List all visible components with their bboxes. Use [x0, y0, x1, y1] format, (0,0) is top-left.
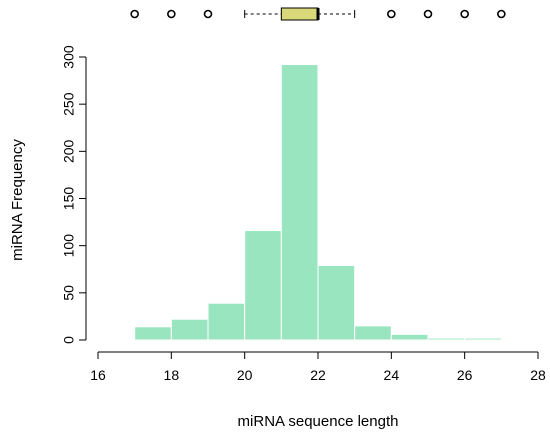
boxplot-outlier [387, 9, 396, 19]
histogram-bar [354, 325, 392, 341]
boxplot-box [280, 7, 319, 21]
y-tick-label: 250 [61, 92, 77, 116]
y-axis-label: miRNA Frequency [9, 139, 26, 261]
histogram-bar [134, 326, 172, 341]
histogram-bar [170, 318, 209, 341]
x-tick-label: 28 [530, 367, 546, 383]
x-axis-label: miRNA sequence length [238, 413, 399, 430]
x-tick-label: 24 [384, 367, 400, 383]
x-tick-label: 20 [237, 367, 253, 383]
boxplot [130, 7, 506, 21]
y-tick-label: 100 [61, 234, 77, 258]
boxplot-outlier [167, 9, 176, 19]
x-tick-label: 16 [90, 367, 106, 383]
histogram-bar [244, 230, 282, 341]
histogram-bar [390, 333, 429, 341]
histogram-bar [207, 302, 246, 341]
x-tick-label: 22 [310, 367, 326, 383]
y-tick-label: 150 [61, 187, 77, 211]
y-axis: 0 50 100 150 200 250 300 [61, 45, 87, 344]
boxplot-outlier [460, 9, 469, 19]
histogram-bar [464, 337, 502, 341]
boxplot-outlier [497, 9, 506, 19]
boxplot-outlier [423, 9, 433, 19]
x-tick-label: 26 [457, 367, 473, 383]
histogram-bar [280, 64, 319, 341]
y-tick-label: 50 [61, 285, 77, 301]
y-tick-label: 0 [61, 336, 77, 344]
y-tick-label: 200 [61, 139, 77, 163]
histogram-bar [427, 337, 466, 341]
x-axis: 16 18 20 22 24 26 28 [90, 351, 546, 383]
histogram-bar [317, 264, 356, 341]
y-tick-label: 300 [61, 45, 77, 69]
histogram-bars [134, 64, 502, 341]
boxplot-outlier [130, 9, 139, 19]
x-tick-label: 18 [164, 367, 180, 383]
boxplot-outlier [203, 9, 213, 19]
